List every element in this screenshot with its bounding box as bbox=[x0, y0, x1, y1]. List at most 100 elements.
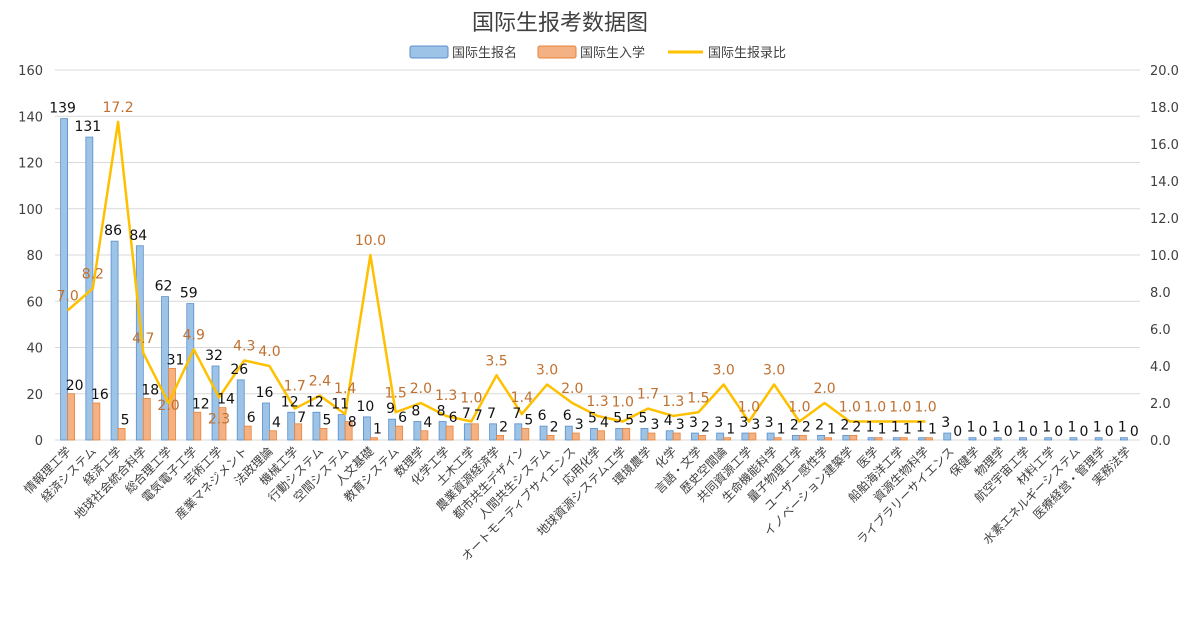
label-applicants: 59 bbox=[180, 286, 198, 302]
label-enrolled: 18 bbox=[141, 382, 159, 398]
bar-applicants bbox=[161, 296, 169, 441]
label-enrolled: 0 bbox=[1130, 424, 1139, 440]
bar-applicants bbox=[262, 402, 270, 441]
bar-applicants bbox=[766, 432, 775, 441]
label-applicants: 62 bbox=[155, 279, 173, 295]
bar-applicants bbox=[741, 432, 750, 441]
bar-applicants bbox=[943, 432, 952, 441]
bar-applicants bbox=[842, 434, 851, 441]
bar-enrolled bbox=[142, 397, 151, 441]
y-right-tick: 16.0 bbox=[1150, 138, 1179, 153]
legend-swatch-applicants bbox=[409, 45, 449, 59]
label-enrolled: 0 bbox=[1004, 424, 1013, 440]
label-enrolled: 6 bbox=[449, 410, 458, 426]
label-applicants: 1 bbox=[1067, 420, 1076, 436]
label-ratio: 10.0 bbox=[355, 233, 386, 249]
label-enrolled: 1 bbox=[726, 422, 735, 438]
y-right-tick: 8.0 bbox=[1150, 286, 1171, 301]
label-enrolled: 5 bbox=[322, 412, 331, 428]
label-enrolled: 1 bbox=[373, 422, 382, 438]
label-enrolled: 4 bbox=[600, 415, 609, 431]
label-applicants: 4 bbox=[664, 413, 673, 429]
label-ratio: 2.0 bbox=[561, 381, 583, 397]
label-enrolled: 3 bbox=[751, 417, 760, 433]
label-enrolled: 1 bbox=[827, 422, 836, 438]
bar-applicants bbox=[640, 428, 649, 441]
label-enrolled: 20 bbox=[66, 378, 84, 394]
bar-enrolled bbox=[622, 428, 631, 441]
y-left-tick: 160 bbox=[18, 64, 43, 79]
label-enrolled: 1 bbox=[878, 422, 887, 438]
y-left-tick: 100 bbox=[18, 203, 43, 218]
label-applicants: 12 bbox=[306, 394, 324, 410]
label-enrolled: 2 bbox=[550, 419, 559, 435]
label-ratio: 1.3 bbox=[662, 394, 684, 410]
bar-applicants bbox=[1019, 437, 1027, 441]
label-applicants: 9 bbox=[386, 401, 395, 417]
label-applicants: 12 bbox=[281, 394, 299, 410]
bar-applicants bbox=[791, 434, 800, 441]
bar-applicants bbox=[514, 423, 523, 441]
bar-applicants bbox=[388, 418, 397, 441]
label-ratio: 1.3 bbox=[586, 394, 608, 410]
bar-applicants bbox=[438, 421, 447, 441]
bar-enrolled bbox=[67, 393, 76, 441]
label-ratio: 3.0 bbox=[536, 363, 558, 379]
label-applicants: 6 bbox=[563, 408, 572, 424]
bar-applicants bbox=[211, 365, 220, 441]
label-enrolled: 2 bbox=[499, 419, 508, 435]
y-left-tick: 120 bbox=[18, 157, 43, 172]
bar-applicants bbox=[892, 437, 901, 441]
label-applicants: 139 bbox=[49, 101, 76, 117]
bar-enrolled bbox=[496, 434, 504, 441]
y-right-tick: 2.0 bbox=[1150, 397, 1171, 412]
bar-applicants bbox=[716, 432, 725, 441]
label-applicants: 1 bbox=[891, 420, 900, 436]
bar-enrolled bbox=[849, 434, 858, 441]
bar-enrolled bbox=[445, 425, 454, 441]
label-enrolled: 2 bbox=[852, 419, 861, 435]
label-applicants: 5 bbox=[588, 410, 597, 426]
y-right-tick: 6.0 bbox=[1150, 323, 1171, 338]
label-applicants: 3 bbox=[765, 415, 774, 431]
label-ratio: 1.5 bbox=[385, 385, 407, 401]
label-enrolled: 4 bbox=[272, 415, 281, 431]
label-applicants: 11 bbox=[331, 397, 349, 413]
bar-enrolled bbox=[773, 437, 782, 441]
y-right-tick: 14.0 bbox=[1150, 175, 1179, 190]
label-applicants: 1 bbox=[1017, 420, 1026, 436]
label-ratio: 2.0 bbox=[813, 381, 835, 397]
bar-applicants bbox=[918, 437, 926, 441]
bar-enrolled bbox=[925, 437, 933, 441]
bar-applicants bbox=[665, 430, 674, 441]
bar-applicants bbox=[867, 437, 876, 441]
bar-applicants bbox=[590, 428, 598, 441]
label-enrolled: 0 bbox=[1054, 424, 1063, 440]
label-ratio: 7.0 bbox=[56, 289, 78, 305]
bar-applicants bbox=[413, 421, 422, 441]
y-right-tick: 10.0 bbox=[1150, 249, 1179, 264]
label-enrolled: 31 bbox=[167, 352, 185, 368]
bar-enrolled bbox=[344, 421, 353, 441]
label-ratio: 1.0 bbox=[460, 391, 482, 407]
y-left-tick: 20 bbox=[26, 388, 43, 403]
label-applicants: 1 bbox=[992, 420, 1001, 436]
label-applicants: 7 bbox=[487, 406, 496, 422]
label-enrolled: 16 bbox=[91, 387, 109, 403]
label-ratio: 1.0 bbox=[889, 400, 911, 416]
bar-applicants bbox=[1069, 437, 1078, 441]
bar-enrolled bbox=[874, 437, 883, 441]
label-applicants: 32 bbox=[205, 348, 223, 364]
bar-enrolled bbox=[798, 434, 807, 441]
bar-applicants bbox=[817, 434, 825, 441]
label-applicants: 8 bbox=[437, 404, 446, 420]
bar-enrolled bbox=[294, 423, 303, 441]
bar-enrolled bbox=[395, 425, 404, 441]
y-left-tick: 140 bbox=[18, 110, 43, 125]
label-enrolled: 3 bbox=[575, 417, 584, 433]
label-ratio: 2.0 bbox=[157, 398, 179, 414]
bar-applicants bbox=[312, 411, 321, 441]
label-applicants: 5 bbox=[613, 410, 622, 426]
bar-applicants bbox=[1094, 437, 1103, 441]
label-ratio: 1.4 bbox=[511, 390, 533, 406]
